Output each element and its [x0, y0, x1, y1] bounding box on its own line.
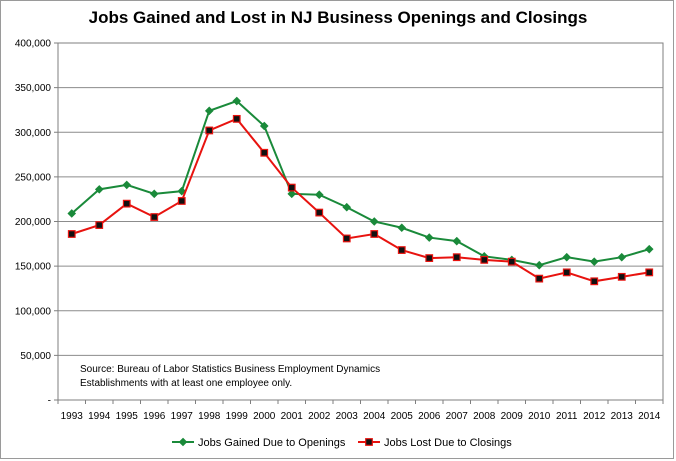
legend-marker: [178, 437, 188, 447]
x-tick-label: 2008: [473, 411, 496, 422]
data-point: [122, 180, 132, 190]
series-lost: [67, 114, 654, 286]
x-tick-label: 2002: [308, 411, 331, 422]
x-tick-label: 2000: [253, 411, 276, 422]
data-point: [617, 272, 626, 281]
data-point: [397, 223, 407, 233]
data-point: [122, 199, 131, 208]
y-tick-label: 100,000: [15, 306, 52, 317]
x-axis-ticks: 1993 1994 1995 1996 1997 1998 1999 2000 2001 2002…: [57, 400, 664, 422]
series-group: [67, 96, 654, 286]
y-tick-label: -: [48, 396, 51, 407]
data-point: [205, 126, 214, 135]
data-point: [67, 230, 76, 238]
x-tick-label: 1999: [226, 411, 249, 422]
x-tick-label: 2001: [281, 411, 304, 422]
x-tick-label: 1994: [88, 411, 111, 422]
data-point: [617, 252, 627, 262]
data-point: [644, 244, 654, 254]
y-tick-label: 150,000: [15, 262, 52, 273]
x-tick-label: 2011: [556, 411, 578, 422]
data-point: [562, 252, 572, 262]
chart-title: Jobs Gained and Lost in NJ Business Open…: [88, 8, 588, 27]
legend-label: Jobs Lost Due to Closings: [384, 437, 512, 449]
data-point: [480, 255, 489, 264]
series-line: [71, 99, 650, 267]
y-axis-ticks: - 50,000 100,000 150,000 200,000 250,000 300,0…: [15, 39, 58, 407]
x-tick-label: 2014: [638, 411, 661, 422]
annotation-line: Establishments with at least one employe…: [80, 378, 292, 389]
data-point: [452, 236, 462, 246]
data-point: [287, 189, 297, 199]
grid-lines: [58, 87, 663, 356]
data-point: [589, 257, 599, 266]
y-tick-label: 200,000: [15, 217, 52, 228]
x-tick-label: 2010: [528, 411, 551, 422]
series-gained: [67, 96, 654, 270]
x-tick-label: 1996: [143, 411, 166, 422]
x-tick-label: 2004: [363, 411, 386, 422]
data-point: [342, 202, 352, 212]
data-point: [287, 183, 296, 192]
x-tick-label: 1997: [171, 411, 194, 422]
x-tick-label: 1993: [61, 411, 84, 422]
data-point: [204, 106, 214, 116]
data-point: [232, 96, 242, 106]
data-point: [67, 209, 77, 218]
data-point: [397, 246, 406, 254]
data-point: [452, 253, 461, 262]
data-point: [315, 208, 324, 217]
data-point: [424, 233, 434, 242]
data-point: [177, 186, 187, 196]
y-tick-label: 400,000: [15, 39, 52, 50]
y-tick-label: 250,000: [15, 172, 52, 183]
annotation-line: Source: Bureau of Labor Statistics Busin…: [80, 364, 380, 375]
legend-label: Jobs Gained Due to Openings: [198, 437, 346, 449]
data-point: [342, 234, 351, 243]
data-point: [150, 213, 159, 221]
data-point: [95, 221, 104, 229]
x-tick-label: 2006: [418, 411, 441, 422]
data-point: [314, 190, 324, 200]
data-point: [645, 268, 654, 277]
y-tick-label: 350,000: [15, 83, 52, 94]
data-point: [590, 277, 599, 286]
x-tick-label: 2009: [501, 411, 524, 422]
y-tick-label: 300,000: [15, 128, 52, 139]
legend-marker: [365, 438, 373, 446]
data-point: [507, 257, 516, 266]
data-point: [535, 274, 544, 283]
data-point: [534, 260, 544, 270]
data-point: [149, 189, 159, 199]
x-tick-label: 1995: [116, 411, 139, 422]
data-point: [260, 148, 269, 157]
data-point: [425, 254, 434, 262]
data-point: [177, 197, 186, 205]
source-annotation: Source: Bureau of Labor Statistics Busin…: [80, 364, 380, 389]
data-point: [370, 230, 379, 238]
x-tick-label: 2012: [583, 411, 606, 422]
series-line: [71, 117, 650, 283]
x-tick-label: 2003: [336, 411, 359, 422]
legend-item: Jobs Lost Due to Closings: [358, 437, 512, 449]
x-tick-label: 1998: [198, 411, 221, 422]
data-point: [94, 185, 104, 194]
x-tick-label: 2005: [391, 411, 414, 422]
data-point: [259, 121, 269, 131]
data-point: [232, 114, 241, 123]
x-tick-label: 2013: [611, 411, 634, 422]
legend-item: Jobs Gained Due to Openings: [172, 437, 346, 449]
data-point: [562, 268, 571, 277]
x-tick-label: 2007: [446, 411, 469, 422]
legend: Jobs Gained Due to Openings Jobs Lost Due…: [172, 437, 512, 449]
data-point: [369, 217, 379, 226]
y-tick-label: 50,000: [20, 351, 51, 362]
